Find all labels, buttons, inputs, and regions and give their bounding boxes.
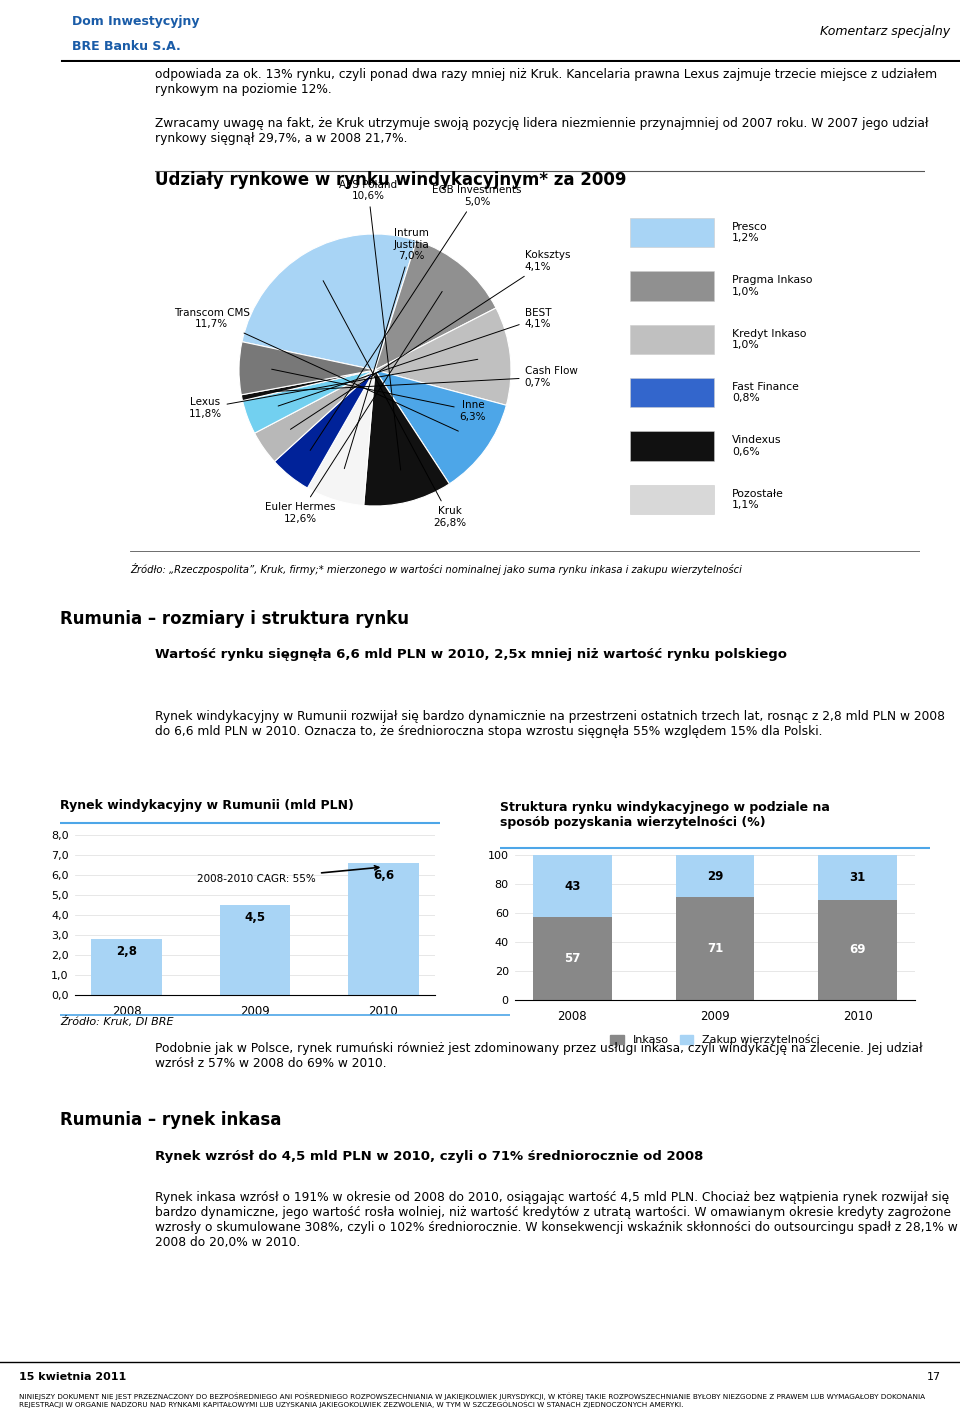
Wedge shape bbox=[241, 371, 375, 400]
Text: 43: 43 bbox=[564, 879, 581, 893]
Wedge shape bbox=[307, 371, 375, 506]
Legend: Inkaso, Zakup wierzytelności: Inkaso, Zakup wierzytelności bbox=[606, 1030, 824, 1049]
Wedge shape bbox=[375, 240, 496, 371]
Text: 69: 69 bbox=[850, 943, 866, 957]
Wedge shape bbox=[275, 371, 375, 488]
Text: Lexus
11,8%: Lexus 11,8% bbox=[188, 359, 478, 419]
Bar bbox=[630, 219, 714, 247]
Bar bbox=[533, 917, 612, 1000]
Bar bbox=[533, 855, 612, 917]
Text: Rynek windykacyjny w Rumunii (mld PLN): Rynek windykacyjny w Rumunii (mld PLN) bbox=[60, 798, 354, 811]
Bar bbox=[91, 939, 162, 995]
Text: odpowiada za ok. 13% rynku, czyli ponad dwa razy mniej niż Kruk. Kancelaria praw: odpowiada za ok. 13% rynku, czyli ponad … bbox=[155, 68, 937, 97]
Text: Pragma Inkaso
1,0%: Pragma Inkaso 1,0% bbox=[732, 275, 812, 297]
Text: Rumunia – rynek inkasa: Rumunia – rynek inkasa bbox=[60, 1110, 281, 1129]
Text: Źródło: Kruk, DI BRE: Źródło: Kruk, DI BRE bbox=[60, 1017, 174, 1028]
Wedge shape bbox=[239, 342, 375, 395]
Wedge shape bbox=[243, 371, 375, 433]
Text: 29: 29 bbox=[707, 869, 723, 882]
Bar bbox=[630, 271, 714, 301]
Text: NINIEJSZY DOKUMENT NIE JEST PRZEZNACZONY DO BEZPOŚREDNIEGO ANI POŚREDNIEGO ROZPO: NINIEJSZY DOKUMENT NIE JEST PRZEZNACZONY… bbox=[19, 1392, 925, 1409]
Bar bbox=[630, 484, 714, 514]
Text: 2,8: 2,8 bbox=[116, 944, 137, 959]
Wedge shape bbox=[375, 371, 506, 484]
Text: Wartość rynku sięgnęła 6,6 mld PLN w 2010, 2,5x mniej niż wartość rynku polskieg: Wartość rynku sięgnęła 6,6 mld PLN w 201… bbox=[155, 648, 787, 660]
Text: Rynek wzrósł do 4,5 mld PLN w 2010, czyli o 71% średniorocznie od 2008: Rynek wzrósł do 4,5 mld PLN w 2010, czyl… bbox=[155, 1150, 704, 1163]
Text: Fast Finance
0,8%: Fast Finance 0,8% bbox=[732, 382, 799, 403]
Text: Koksztys
4,1%: Koksztys 4,1% bbox=[291, 250, 570, 429]
Text: 15 kwietnia 2011: 15 kwietnia 2011 bbox=[19, 1372, 127, 1382]
Text: Kredyt Inkaso
1,0%: Kredyt Inkaso 1,0% bbox=[732, 328, 806, 351]
Bar bbox=[348, 863, 419, 995]
Text: Struktura rynku windykacyjnego w podziale na
sposób pozyskania wierzytelności (%: Struktura rynku windykacyjnego w podzial… bbox=[500, 801, 829, 829]
Text: BEST
4,1%: BEST 4,1% bbox=[278, 308, 551, 406]
Text: Intrum
Justitia
7,0%: Intrum Justitia 7,0% bbox=[345, 229, 429, 469]
Text: Transcom CMS
11,7%: Transcom CMS 11,7% bbox=[174, 308, 458, 432]
Text: Źródło: „Rzeczpospolita”, Kruk, firmy;* mierzonego w wartości nominalnej jako su: Źródło: „Rzeczpospolita”, Kruk, firmy;* … bbox=[130, 562, 742, 575]
Bar bbox=[676, 897, 755, 1000]
Bar bbox=[630, 378, 714, 408]
Text: 2008-2010 CAGR: 55%: 2008-2010 CAGR: 55% bbox=[197, 866, 379, 885]
Text: Cash Flow
0,7%: Cash Flow 0,7% bbox=[274, 366, 578, 392]
Text: Vindexus
0,6%: Vindexus 0,6% bbox=[732, 435, 781, 457]
Bar bbox=[630, 432, 714, 460]
Wedge shape bbox=[364, 371, 449, 506]
Text: Komentarz specjalny: Komentarz specjalny bbox=[820, 24, 950, 37]
Text: Inne
6,3%: Inne 6,3% bbox=[272, 369, 486, 422]
Text: 71: 71 bbox=[707, 941, 723, 956]
Text: 57: 57 bbox=[564, 953, 581, 966]
Text: 4,5: 4,5 bbox=[245, 912, 266, 924]
Text: Euler Hermes
12,6%: Euler Hermes 12,6% bbox=[265, 291, 443, 524]
Wedge shape bbox=[375, 308, 511, 405]
Wedge shape bbox=[254, 371, 375, 462]
Bar bbox=[676, 855, 755, 897]
Text: 31: 31 bbox=[850, 870, 866, 885]
Bar bbox=[818, 855, 897, 900]
Text: Zwracamy uwagę na fakt, że Kruk utrzymuje swoją pozycję lidera niezmiennie przyn: Zwracamy uwagę na fakt, że Kruk utrzymuj… bbox=[155, 118, 928, 145]
Text: Rynek windykacyjny w Rumunii rozwijał się bardzo dynamicznie na przestrzeni osta: Rynek windykacyjny w Rumunii rozwijał si… bbox=[155, 710, 945, 738]
Text: Kruk
26,8%: Kruk 26,8% bbox=[324, 281, 467, 528]
Text: Podobnie jak w Polsce, rynek rumuński również jest zdominowany przez usługi inka: Podobnie jak w Polsce, rynek rumuński ró… bbox=[155, 1042, 923, 1071]
Text: Rumunia – rozmiary i struktura rynku: Rumunia – rozmiary i struktura rynku bbox=[60, 611, 409, 628]
Text: Udziały rynkowe w rynku windykacyjnym* za 2009: Udziały rynkowe w rynku windykacyjnym* z… bbox=[155, 170, 627, 189]
Text: APS Poland
10,6%: APS Poland 10,6% bbox=[339, 180, 400, 470]
Text: 17: 17 bbox=[926, 1372, 941, 1382]
Bar bbox=[818, 900, 897, 1000]
Wedge shape bbox=[242, 234, 417, 371]
Text: Dom Inwestycyjny: Dom Inwestycyjny bbox=[72, 16, 200, 28]
Text: BRE Banku S.A.: BRE Banku S.A. bbox=[72, 40, 180, 53]
Text: Presco
1,2%: Presco 1,2% bbox=[732, 222, 768, 243]
Text: Pozostałe
1,1%: Pozostałe 1,1% bbox=[732, 488, 784, 510]
Bar bbox=[220, 905, 290, 995]
Bar bbox=[630, 325, 714, 354]
Text: 6,6: 6,6 bbox=[372, 869, 394, 882]
Text: Rynek inkasa wzrósł o 191% w okresie od 2008 do 2010, osiągając wartość 4,5 mld : Rynek inkasa wzrósł o 191% w okresie od … bbox=[155, 1191, 958, 1248]
Text: EGB Investments
5,0%: EGB Investments 5,0% bbox=[310, 185, 521, 450]
